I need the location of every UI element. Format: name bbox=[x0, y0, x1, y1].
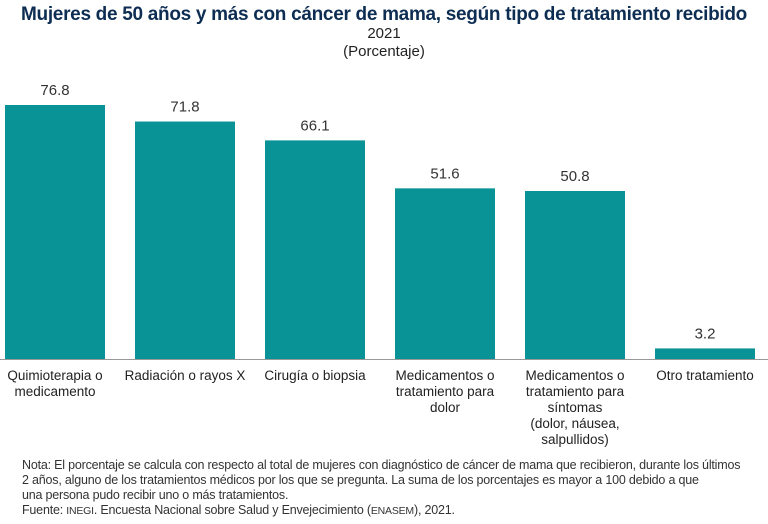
chart-subtitle-year: 2021 bbox=[367, 25, 401, 42]
footnote: Nota: El porcentaje se calcula con respe… bbox=[22, 458, 767, 519]
category-label: Medicamentos o tratamiento para síntomas (d… bbox=[510, 368, 640, 448]
note-line: una persona pudo recibir uno o más trata… bbox=[22, 488, 289, 502]
source-end: ), 2021. bbox=[413, 503, 455, 517]
data-label: 71.8 bbox=[170, 99, 199, 116]
category-label-line: tratamiento para bbox=[525, 384, 625, 399]
source-line: Fuente: INEGI. Encuesta Nacional sobre S… bbox=[22, 503, 767, 519]
note-line: Nota: El porcentaje se calcula con respe… bbox=[22, 458, 741, 472]
data-label: 66.1 bbox=[300, 117, 329, 134]
bar bbox=[135, 121, 235, 359]
category-label-line: medicamento bbox=[14, 384, 96, 399]
data-label: 50.8 bbox=[560, 168, 589, 185]
source-org: INEGI bbox=[66, 505, 94, 517]
category-label-line: Otro tratamiento bbox=[656, 368, 754, 383]
chart-title: Mujeres de 50 años y más con cáncer de m… bbox=[21, 4, 747, 25]
category-label-line: (dolor, náusea, bbox=[530, 416, 620, 431]
data-label: 3.2 bbox=[695, 325, 716, 342]
category-label: Radiación o rayos X bbox=[120, 368, 250, 384]
category-label-line: dolor bbox=[429, 400, 461, 415]
category-label: Quimioterapia o medicamento bbox=[0, 368, 120, 400]
bar bbox=[655, 348, 755, 359]
category-label: Cirugía o biopsia bbox=[250, 368, 380, 384]
category-label-line: síntomas bbox=[547, 400, 603, 415]
category-label-line: Medicamentos o bbox=[395, 368, 495, 383]
category-label-line: Cirugía o biopsia bbox=[264, 368, 366, 383]
source-abbr: ENASEM bbox=[370, 505, 414, 517]
category-label-line: Radiación o rayos X bbox=[124, 368, 246, 383]
category-label-line: salpullidos) bbox=[541, 432, 609, 447]
category-label-line: Medicamentos o bbox=[525, 368, 625, 383]
bar bbox=[525, 190, 625, 359]
chart-unit: (Porcentaje) bbox=[343, 43, 425, 60]
category-label: Medicamentos o tratamiento para dolor bbox=[380, 368, 510, 416]
note-line: 2 años, alguno de los tratamientos médic… bbox=[22, 473, 699, 487]
bar bbox=[5, 105, 105, 359]
category-label: Otro tratamiento bbox=[640, 368, 768, 384]
bar bbox=[395, 188, 495, 359]
data-label: 76.8 bbox=[40, 82, 69, 99]
source-prefix: Fuente: bbox=[22, 503, 67, 517]
bar bbox=[265, 140, 365, 359]
source-mid: . Encuesta Nacional sobre Salud y Enveje… bbox=[93, 503, 371, 517]
data-label: 51.6 bbox=[430, 165, 459, 182]
category-label-line: Quimioterapia o bbox=[7, 368, 103, 383]
category-label-line: tratamiento para bbox=[395, 384, 495, 399]
